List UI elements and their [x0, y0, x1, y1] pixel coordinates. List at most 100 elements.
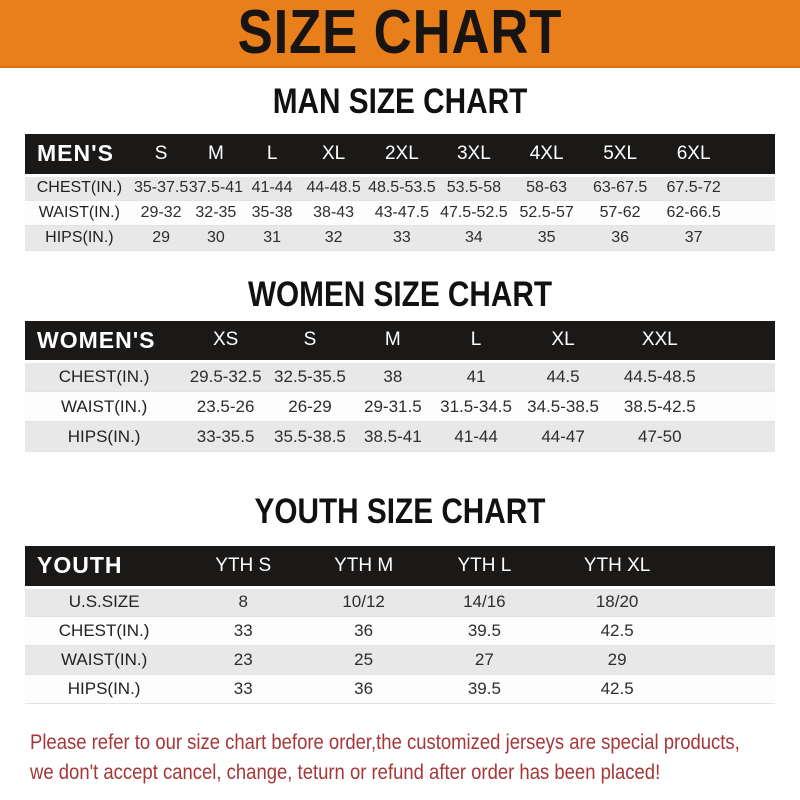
row-label: WAIST(IN.) [25, 200, 134, 226]
size-cell: 37.5-41 [188, 175, 244, 201]
size-cell: 67.5-72 [657, 175, 730, 201]
size-cell: 38-43 [301, 200, 367, 226]
table-title: YOUTH [25, 546, 184, 589]
column-header: M [188, 134, 244, 177]
row-label: WAIST(IN.) [25, 645, 184, 675]
size-cell: 35-37.5 [133, 175, 189, 201]
size-cell: 62-66.5 [657, 200, 730, 226]
size-cell: 33 [366, 225, 438, 251]
size-cell: 32.5-35.5 [267, 361, 352, 392]
size-cell: 47-50 [607, 421, 712, 452]
table-row: WAIST(IN.) 23 25 27 29 [25, 645, 775, 675]
size-cell: 36 [583, 225, 658, 251]
size-cell: 44-47 [518, 421, 608, 452]
column-header: YTH L [424, 546, 545, 589]
size-cell: 48.5-53.5 [366, 175, 438, 201]
row-label: HIPS(IN.) [25, 674, 184, 704]
youth-size-table: YOUTH YTH S YTH M YTH L YTH XL U.S.SIZE 8 10/12… [25, 546, 775, 704]
size-cell: 23.5-26 [183, 391, 268, 422]
size-cell: 44.5-48.5 [607, 361, 712, 392]
table-title: WOMEN'S [25, 320, 184, 363]
column-header: XXL [607, 320, 712, 363]
header-row: YOUTH YTH S YTH M YTH L YTH XL [25, 546, 775, 589]
size-cell: 31 [243, 225, 301, 251]
column-header: M [351, 320, 434, 363]
row-spacer [689, 674, 775, 704]
row-label: U.S.SIZE [25, 587, 184, 617]
size-cell: 34 [437, 225, 511, 251]
size-cell: 26-29 [267, 391, 352, 422]
size-cell: 57-62 [583, 200, 658, 226]
size-cell: 52.5-57 [510, 200, 583, 226]
column-header: S [133, 134, 189, 177]
table-row: HIPS(IN.) 33 36 39.5 42.5 [25, 674, 775, 704]
size-cell: 8 [183, 587, 304, 617]
size-cell: 44.5 [518, 361, 608, 392]
column-header: 4XL [510, 134, 583, 177]
header-spacer [711, 320, 775, 363]
table-row: CHEST(IN.) 35-37.5 37.5-41 41-44 44-48.5 48.5… [25, 175, 775, 201]
order-note: Please refer to our size chart before or… [30, 728, 800, 788]
header-spacer [689, 546, 775, 589]
column-header: XL [518, 320, 608, 363]
column-header: 5XL [583, 134, 658, 177]
size-cell: 38.5-42.5 [607, 391, 712, 422]
order-note-line2: we don't accept cancel, change, teturn o… [30, 760, 661, 784]
table-row: CHEST(IN.) 29.5-32.5 32.5-35.5 38 41 44.5 44.5… [25, 361, 775, 392]
size-cell: 29.5-32.5 [183, 361, 268, 392]
row-label: CHEST(IN.) [25, 175, 134, 201]
column-header: XS [183, 320, 268, 363]
size-cell: 37 [657, 225, 730, 251]
header-row: MEN'S S M L XL 2XL 3XL 4XL 5XL 6XL [25, 134, 775, 177]
size-cell: 63-67.5 [583, 175, 658, 201]
size-cell: 39.5 [424, 616, 545, 646]
row-spacer [711, 421, 775, 452]
women-size-table: WOMEN'S XS S M L XL XXL CHEST(IN.) 29.5-32.5 32.5… [25, 320, 775, 452]
size-cell: 25 [303, 645, 424, 675]
table-title: MEN'S [25, 134, 134, 177]
size-cell: 35.5-38.5 [267, 421, 352, 452]
size-cell: 32 [301, 225, 367, 251]
row-spacer [689, 587, 775, 617]
size-cell: 41 [433, 361, 519, 392]
table-row: HIPS(IN.) 33-35.5 35.5-38.5 38.5-41 41-44 44-… [25, 421, 775, 452]
row-label: HIPS(IN.) [25, 225, 134, 251]
column-header: XL [301, 134, 367, 177]
size-cell: 33-35.5 [183, 421, 268, 452]
size-cell: 36 [303, 616, 424, 646]
table-row: WAIST(IN.) 29-32 32-35 35-38 38-43 43-47.5 47.… [25, 200, 775, 226]
size-cell: 42.5 [544, 616, 690, 646]
size-cell: 39.5 [424, 674, 545, 704]
column-header: 2XL [366, 134, 438, 177]
row-spacer [729, 200, 775, 226]
size-cell: 36 [303, 674, 424, 704]
section-heading-men: MAN SIZE CHART [272, 82, 528, 121]
row-spacer [689, 616, 775, 646]
column-header: L [243, 134, 301, 177]
row-label: HIPS(IN.) [25, 421, 184, 452]
size-cell: 29 [133, 225, 189, 251]
size-cell: 27 [424, 645, 545, 675]
size-cell: 58-63 [510, 175, 583, 201]
size-cell: 53.5-58 [437, 175, 511, 201]
column-header: 3XL [437, 134, 511, 177]
column-header: YTH M [303, 546, 424, 589]
size-cell: 41-44 [243, 175, 301, 201]
table-row: CHEST(IN.) 33 36 39.5 42.5 [25, 616, 775, 646]
size-cell: 42.5 [544, 674, 690, 704]
column-header: S [267, 320, 352, 363]
size-cell: 35 [510, 225, 583, 251]
size-cell: 29 [544, 645, 690, 675]
column-header: 6XL [657, 134, 730, 177]
size-cell: 10/12 [303, 587, 424, 617]
section-heading-women: WOMEN SIZE CHART [247, 274, 553, 314]
row-spacer [729, 225, 775, 251]
size-cell: 41-44 [433, 421, 519, 452]
size-cell: 29-31.5 [351, 391, 434, 422]
size-cell: 23 [183, 645, 304, 675]
banner: SIZE CHART [0, 0, 800, 68]
column-header: YTH S [183, 546, 304, 589]
header-row: WOMEN'S XS S M L XL XXL [25, 320, 775, 363]
row-spacer [729, 175, 775, 201]
